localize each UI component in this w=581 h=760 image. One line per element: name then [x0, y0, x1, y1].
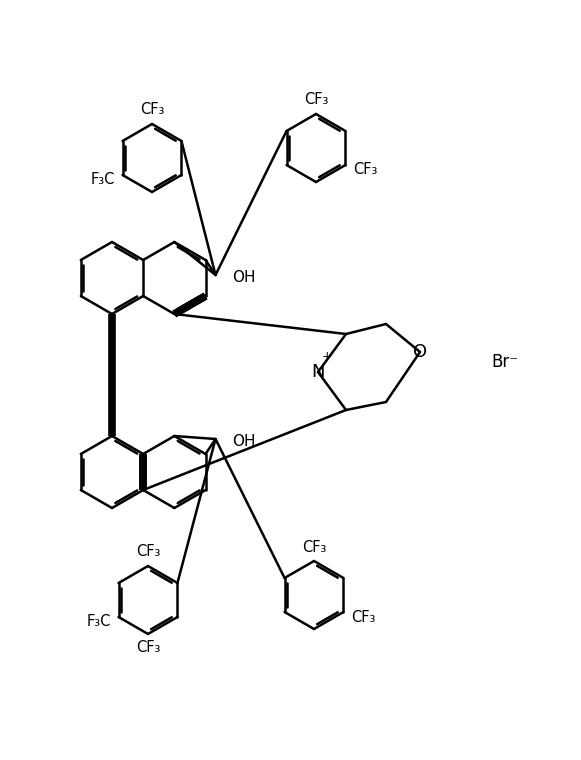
Text: CF₃: CF₃	[136, 641, 160, 655]
Text: CF₃: CF₃	[352, 610, 376, 625]
Text: F₃C: F₃C	[90, 173, 114, 188]
Text: CF₃: CF₃	[353, 163, 378, 178]
Text: F₃C: F₃C	[86, 615, 110, 629]
Text: O: O	[413, 343, 427, 361]
Text: CF₃: CF₃	[302, 540, 326, 555]
Text: N: N	[311, 363, 325, 381]
Text: +: +	[322, 350, 332, 363]
Text: OH: OH	[232, 435, 255, 449]
Text: OH: OH	[232, 271, 255, 286]
Text: CF₃: CF₃	[140, 103, 164, 118]
Text: CF₃: CF₃	[136, 544, 160, 559]
Text: CF₃: CF₃	[304, 93, 328, 107]
Text: Br⁻: Br⁻	[492, 353, 518, 371]
